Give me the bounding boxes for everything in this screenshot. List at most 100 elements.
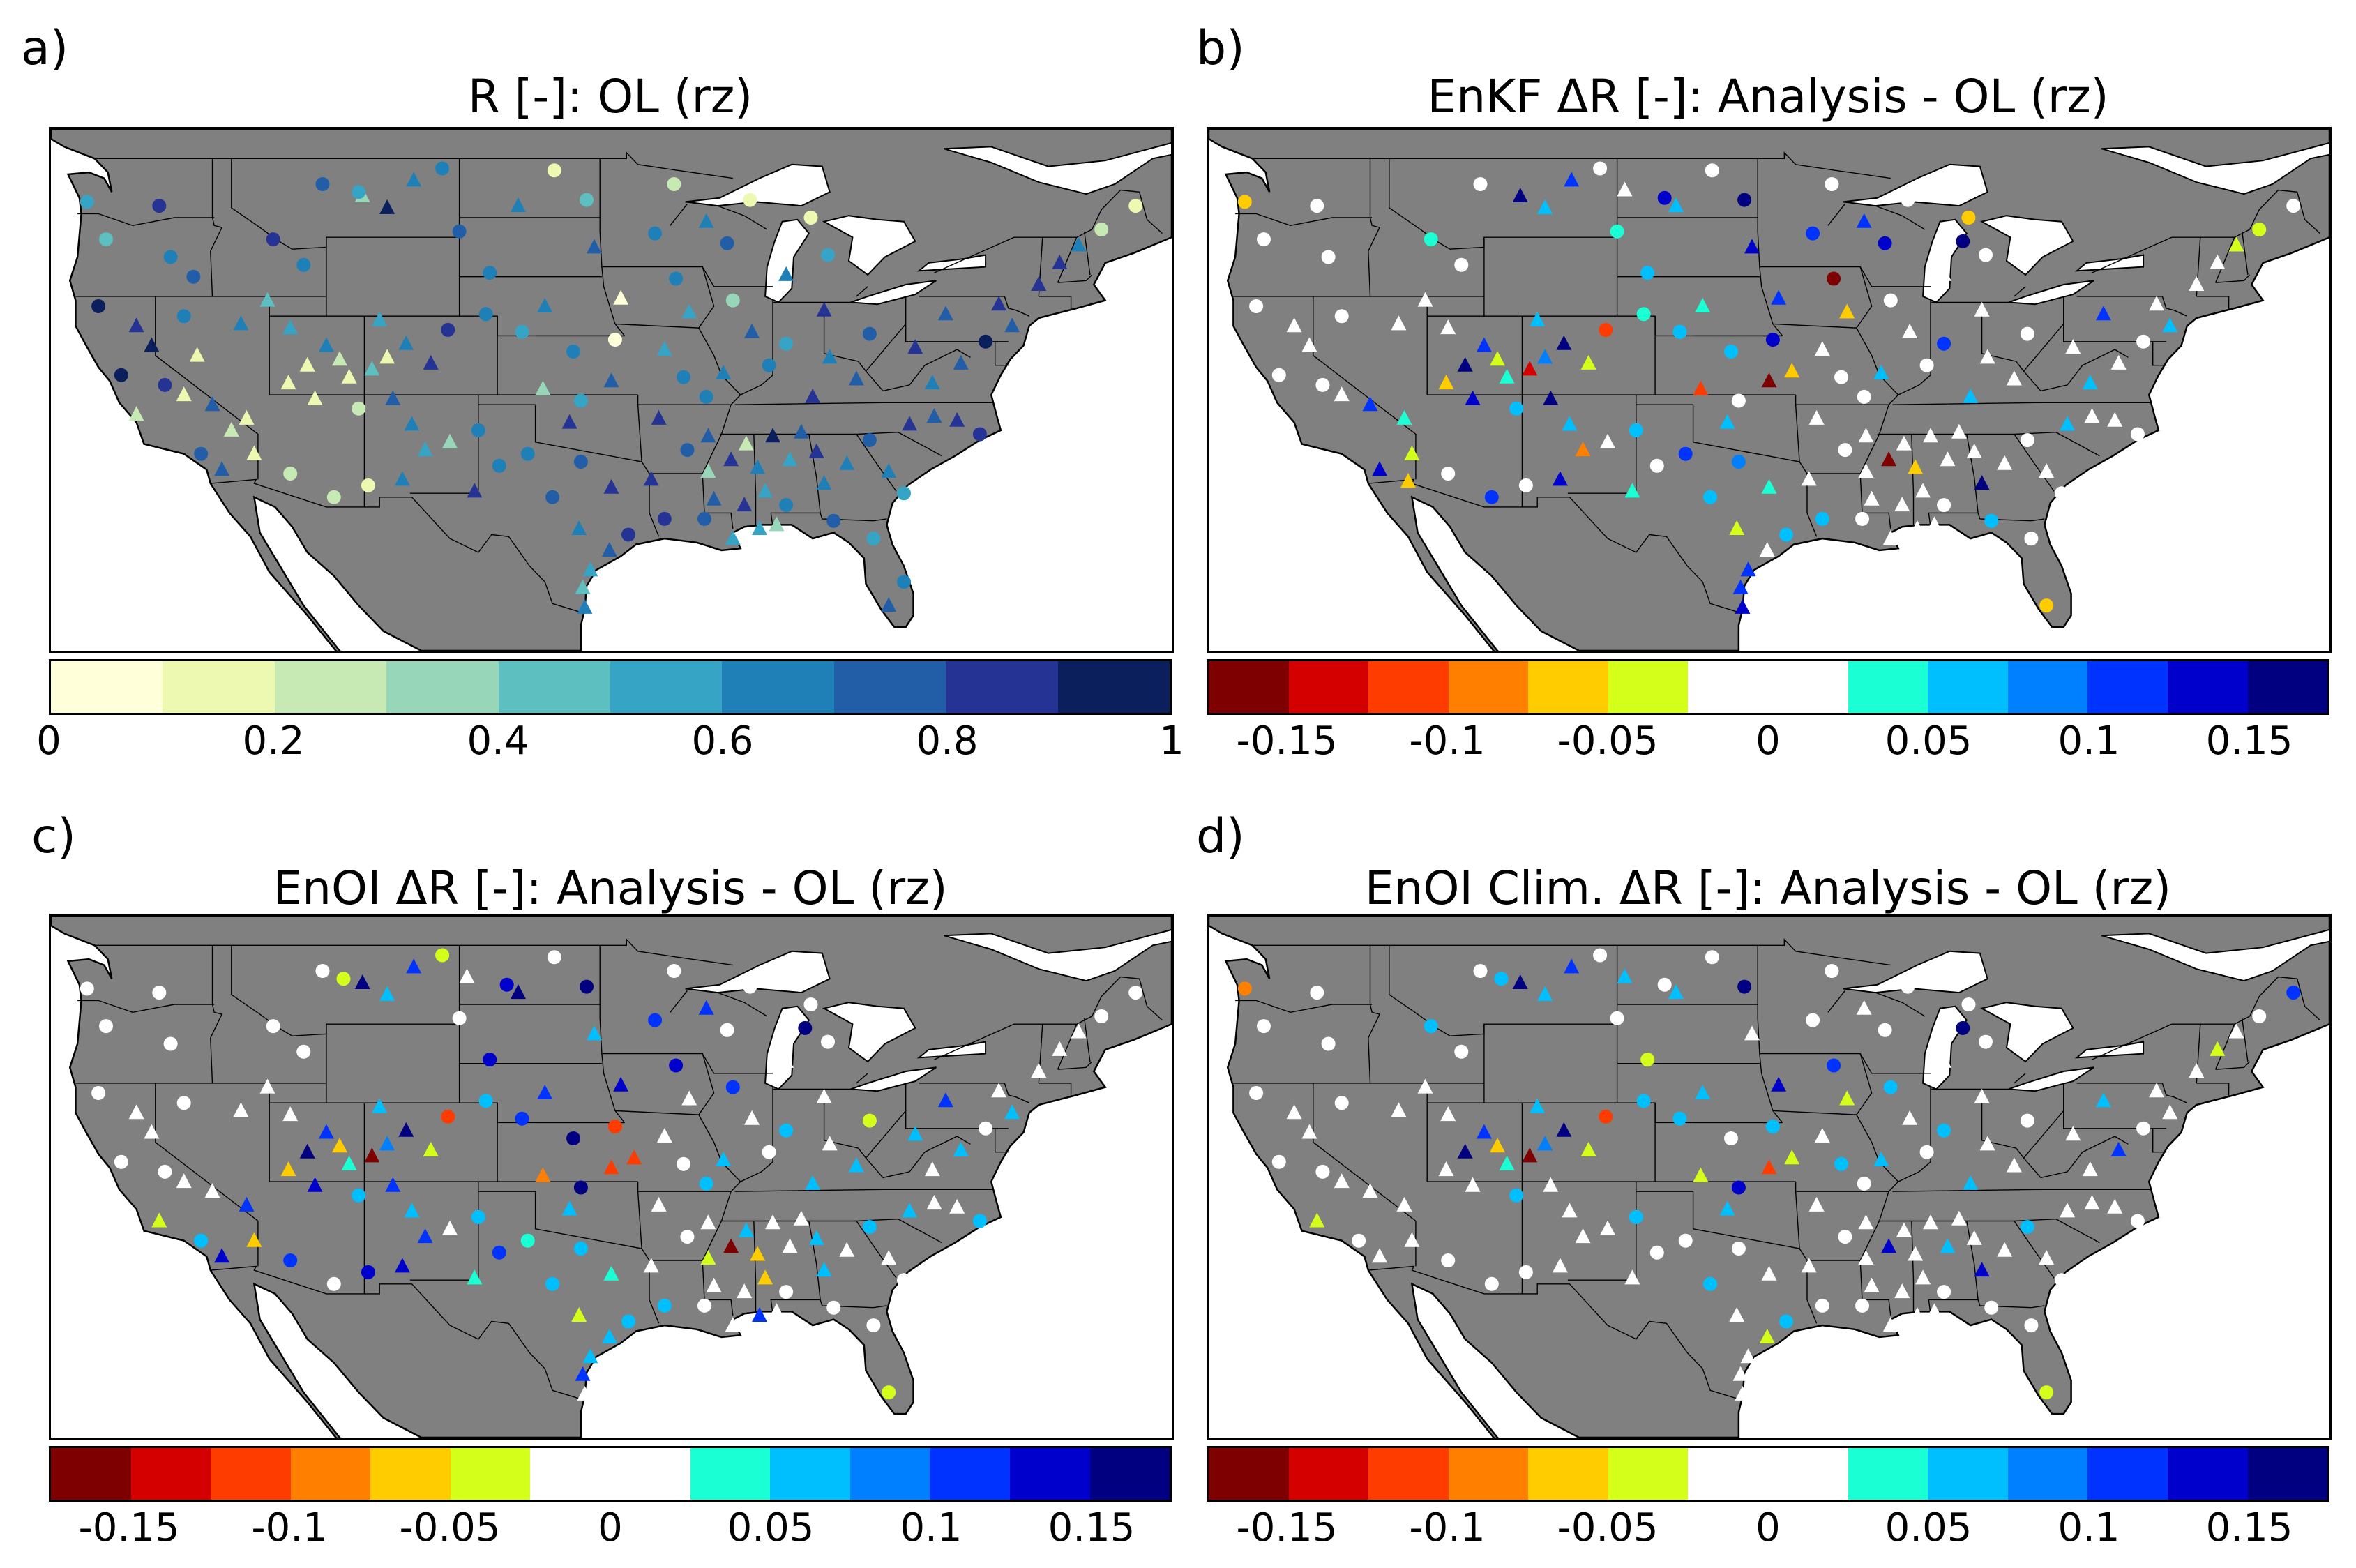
land-mass: [51, 916, 1172, 1438]
state-border-39: [1892, 1189, 2151, 1192]
station-circle: [1827, 271, 1841, 286]
station-circle: [194, 1233, 209, 1248]
station-triangle: [299, 356, 315, 372]
station-triangle: [1562, 416, 1578, 431]
state-border-24: [1759, 266, 1931, 287]
station-triangle: [706, 490, 722, 506]
station-triangle: [601, 1329, 617, 1343]
station-triangle: [1923, 1214, 1938, 1230]
station-triangle: [1732, 1366, 1749, 1381]
state-border-4: [210, 158, 223, 296]
colorbar-tick-label: 0.8: [916, 718, 979, 764]
station-triangle: [511, 984, 526, 1000]
station-triangle: [700, 1214, 716, 1230]
state-border-33: [1977, 1299, 2045, 1309]
station-triangle: [2189, 276, 2205, 291]
station-triangle: [1858, 428, 1874, 443]
station-circle: [1636, 307, 1651, 322]
state-border-6: [77, 1000, 215, 1013]
panel-c-map: [49, 914, 1174, 1440]
station-triangle: [651, 409, 667, 425]
station-triangle: [1552, 471, 1568, 486]
state-border-42: [919, 296, 1029, 317]
station-triangle: [1915, 483, 1931, 498]
station-triangle: [204, 1183, 220, 1198]
state-border-3: [2092, 976, 2320, 1060]
state-border-34: [856, 1221, 897, 1279]
station-circle: [1334, 1096, 1349, 1110]
state-border-20: [1636, 1191, 1818, 1324]
state-border-0: [94, 938, 733, 966]
station-triangle: [1894, 1283, 1910, 1299]
station-circle: [1494, 972, 1509, 986]
station-circle: [1257, 232, 1271, 247]
station-triangle: [1334, 386, 1350, 402]
station-circle: [1678, 446, 1693, 461]
station-triangle: [1979, 349, 1995, 364]
lake-0: [1843, 163, 1988, 207]
station-circle: [1779, 1314, 1793, 1329]
state-border-43: [2152, 341, 2166, 366]
colorbar-tick-label: 0: [1755, 718, 1781, 764]
station-circle: [435, 161, 450, 176]
station-triangle: [700, 1250, 716, 1265]
station-circle: [478, 1094, 493, 1108]
station-triangle: [1522, 361, 1538, 376]
station-triangle: [778, 266, 794, 281]
station-circle: [296, 257, 311, 272]
station-triangle: [1530, 1098, 1546, 1113]
lake-5: [2101, 142, 2329, 195]
station-circle: [657, 1298, 672, 1313]
state-border-19: [599, 945, 626, 1123]
state-border-6: [1235, 213, 1373, 227]
station-triangle: [1761, 478, 1777, 494]
station-triangle: [364, 361, 380, 376]
state-border-46: [2215, 1061, 2251, 1070]
colorbar-bin: [1528, 661, 1608, 713]
station-triangle: [1864, 490, 1880, 506]
state-border-45: [1039, 1083, 1072, 1097]
station-circle: [1593, 948, 1608, 963]
station-triangle: [1926, 1303, 1942, 1318]
state-border-48: [1084, 231, 1091, 275]
station-circle: [779, 1123, 794, 1138]
station-triangle: [282, 319, 299, 335]
station-triangle: [467, 1269, 483, 1285]
station-circle: [1838, 443, 1852, 458]
colorbar-bin: [946, 661, 1058, 713]
station-triangle: [613, 289, 629, 305]
colorbar-bin: [274, 661, 387, 713]
state-border-42: [2076, 1083, 2187, 1103]
state-border-31: [1911, 1221, 1915, 1312]
station-triangle: [1908, 459, 1924, 474]
station-triangle: [1004, 1104, 1020, 1120]
state-border-1: [1368, 1265, 1743, 1401]
station-circle: [607, 1120, 622, 1133]
station-triangle: [1951, 1210, 1967, 1226]
colorbar-bin: [290, 1448, 371, 1500]
state-border-25: [1772, 266, 1873, 329]
station-triangle: [1564, 958, 1580, 974]
station-circle: [1640, 1053, 1655, 1067]
station-circle: [483, 266, 497, 280]
station-circle: [2024, 532, 2039, 546]
station-circle: [1857, 389, 1871, 404]
station-triangle: [1457, 356, 1473, 372]
station-triangle: [341, 368, 357, 384]
station-triangle: [1771, 289, 1787, 305]
station-circle: [283, 467, 298, 481]
station-triangle: [926, 408, 942, 423]
state-border-27: [717, 205, 768, 230]
station-circle: [2055, 1273, 2069, 1288]
station-triangle: [1719, 1200, 1735, 1216]
panel-c-colorbar-ticks: -0.15 -0.1 -0.05 0 0.05 0.1 0.15: [49, 1505, 1172, 1554]
station-triangle: [1839, 1090, 1855, 1106]
state-border-46: [1057, 1061, 1093, 1070]
station-triangle: [1556, 335, 1572, 350]
station-circle: [1094, 223, 1109, 236]
colorbar-bin: [2167, 661, 2248, 713]
colorbar-bin: [530, 1448, 611, 1500]
lake-3: [850, 1066, 937, 1092]
station-triangle: [1951, 423, 1967, 439]
station-circle: [677, 1156, 690, 1171]
